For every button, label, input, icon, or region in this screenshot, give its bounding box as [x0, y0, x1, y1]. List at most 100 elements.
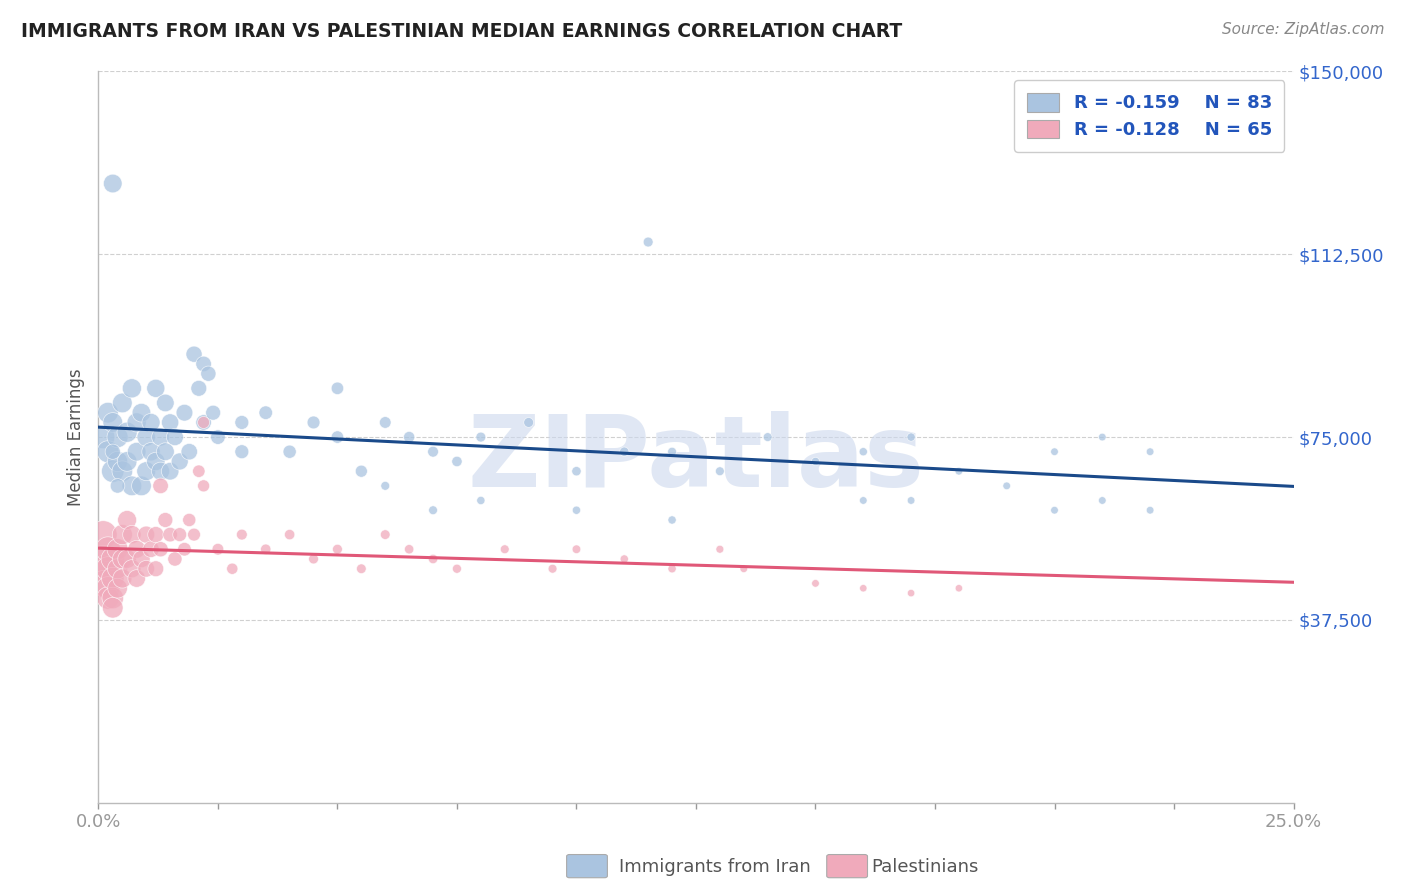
Point [169, 527, 191, 541]
Point [183, 527, 205, 541]
Point [111, 527, 134, 541]
Point [202, 406, 225, 420]
Point [326, 430, 349, 444]
Point [374, 527, 396, 541]
Point [1043, 444, 1066, 458]
Point [145, 527, 167, 541]
Point [193, 416, 215, 430]
Point [115, 513, 138, 527]
Point [374, 416, 396, 430]
Point [207, 430, 229, 444]
Point [101, 177, 124, 191]
Point [125, 572, 148, 586]
Point [254, 406, 277, 420]
Point [446, 562, 468, 576]
Point [159, 527, 181, 541]
Point [1043, 503, 1066, 517]
Point [101, 464, 124, 478]
Point [91, 552, 114, 566]
Point [155, 513, 177, 527]
Point [101, 572, 124, 586]
Point [131, 406, 153, 420]
Point [97, 591, 120, 605]
Text: Palestinians: Palestinians [872, 858, 979, 876]
Point [115, 552, 138, 566]
Point [187, 381, 209, 395]
Point [374, 479, 396, 493]
Point [97, 444, 120, 458]
Point [145, 454, 167, 468]
Point [107, 454, 129, 468]
Point [470, 430, 492, 444]
Point [565, 464, 588, 478]
Point [121, 479, 143, 493]
Point [173, 406, 195, 420]
Point [149, 430, 172, 444]
Point [1139, 503, 1161, 517]
Point [948, 581, 970, 595]
Point [135, 430, 157, 444]
Point [159, 416, 181, 430]
Point [422, 444, 444, 458]
Text: IMMIGRANTS FROM IRAN VS PALESTINIAN MEDIAN EARNINGS CORRELATION CHART: IMMIGRANTS FROM IRAN VS PALESTINIAN MEDI… [21, 22, 903, 41]
Point [111, 464, 134, 478]
Point [91, 430, 114, 444]
Point [900, 430, 922, 444]
Point [1139, 444, 1161, 458]
Point [91, 562, 114, 576]
Point [278, 527, 301, 541]
Text: ZIPatlas: ZIPatlas [468, 410, 924, 508]
Point [107, 430, 129, 444]
Point [326, 542, 349, 557]
Point [149, 464, 172, 478]
Point [231, 444, 253, 458]
Point [107, 479, 129, 493]
Point [852, 444, 875, 458]
Point [852, 581, 875, 595]
Point [350, 464, 373, 478]
Point [107, 542, 129, 557]
Point [613, 444, 636, 458]
Point [139, 542, 162, 557]
Point [565, 503, 588, 517]
Point [97, 406, 120, 420]
Point [97, 562, 120, 576]
Point [517, 416, 540, 430]
Point [131, 552, 153, 566]
Point [163, 430, 186, 444]
Point [900, 586, 922, 600]
Point [155, 396, 177, 410]
Point [111, 552, 134, 566]
Point [756, 430, 779, 444]
Point [948, 464, 970, 478]
Point [494, 542, 516, 557]
Point [709, 542, 731, 557]
Point [193, 357, 215, 371]
Point [101, 600, 124, 615]
Point [125, 542, 148, 557]
Text: Source: ZipAtlas.com: Source: ZipAtlas.com [1222, 22, 1385, 37]
Point [302, 416, 325, 430]
Point [326, 381, 349, 395]
Point [661, 513, 683, 527]
Point [97, 542, 120, 557]
Point [197, 367, 219, 381]
Point [135, 562, 157, 576]
Point [101, 591, 124, 605]
Point [995, 479, 1018, 493]
Point [709, 464, 731, 478]
Point [804, 576, 827, 591]
Point [115, 425, 138, 440]
Point [613, 552, 636, 566]
Point [398, 430, 420, 444]
Point [159, 464, 181, 478]
Point [221, 562, 243, 576]
Point [101, 444, 124, 458]
Point [107, 581, 129, 595]
Point [254, 542, 277, 557]
Point [422, 552, 444, 566]
Point [125, 416, 148, 430]
Point [149, 479, 172, 493]
Point [231, 527, 253, 541]
Point [91, 527, 114, 541]
